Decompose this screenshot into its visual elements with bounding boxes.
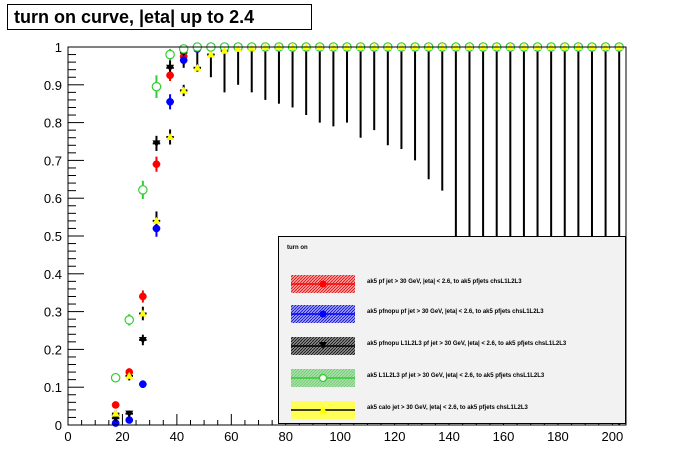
data-point bbox=[152, 160, 161, 168]
x-tick-label: 20 bbox=[115, 429, 129, 444]
data-point bbox=[111, 401, 120, 409]
y-tick-label: 0.1 bbox=[44, 380, 62, 395]
data-point bbox=[139, 380, 147, 388]
y-tick-label: 0.3 bbox=[44, 305, 62, 320]
x-tick-label: 40 bbox=[170, 429, 184, 444]
data-point bbox=[138, 309, 147, 317]
axes: 0 20 40 60 80 100 120 140 160 180 200 0 0.1 0.2 0.3 0.4… bbox=[44, 40, 627, 444]
x-tick-label: 0 bbox=[64, 429, 71, 444]
data-point bbox=[179, 56, 188, 65]
data-point bbox=[152, 140, 161, 148]
legend-label-pf: ak5 pf jet > 30 GeV, |eta| < 2.6, to ak5… bbox=[367, 279, 522, 285]
y-tick-label: 0.7 bbox=[44, 153, 62, 168]
legend-symbol-yellow bbox=[291, 401, 355, 419]
y-tick-label: 0.5 bbox=[44, 229, 62, 244]
data-point bbox=[151, 81, 162, 92]
legend-entry-l1l2l3: ak5 L1L2L3 pf jet > 30 GeV, |eta| < 2.6,… bbox=[279, 363, 625, 393]
x-tick-label: 120 bbox=[384, 429, 406, 444]
data-point bbox=[110, 372, 121, 383]
data-point bbox=[152, 224, 161, 233]
legend-entry-calo: ak5 calo jet > 30 GeV, |eta| < 2.6, to a… bbox=[279, 395, 625, 425]
x-tick-label: 180 bbox=[547, 429, 569, 444]
y-tick-label: 1 bbox=[55, 40, 62, 55]
legend-label-l1l2l3: ak5 L1L2L3 pf jet > 30 GeV, |eta| < 2.6,… bbox=[367, 373, 545, 379]
data-point bbox=[178, 44, 189, 54]
data-point bbox=[166, 132, 175, 140]
data-point bbox=[220, 46, 229, 54]
x-tick-label: 80 bbox=[279, 429, 293, 444]
y-tick-label: 0.8 bbox=[44, 116, 62, 131]
data-point bbox=[234, 44, 243, 52]
legend-entry-pfnopu: ak5 pfnopu pf jet > 30 GeV, |eta| < 2.6,… bbox=[279, 299, 625, 329]
y-tick-label: 0.6 bbox=[44, 191, 62, 206]
y-tick-label: 0.2 bbox=[44, 342, 62, 357]
data-point bbox=[111, 409, 120, 417]
legend-entry-pf: ak5 pf jet > 30 GeV, |eta| < 2.6, to ak5… bbox=[279, 269, 625, 299]
legend-symbol-blue bbox=[291, 305, 355, 323]
data-point bbox=[138, 336, 147, 344]
data-point bbox=[125, 410, 134, 418]
x-tick-label: 200 bbox=[602, 429, 624, 444]
legend-label-pfnopu-l1l2l3: ak5 pfnopu L1L2L3 pf jet > 30 GeV, |eta|… bbox=[367, 341, 567, 347]
legend-header: turn on bbox=[287, 245, 308, 251]
data-point bbox=[125, 371, 134, 379]
data-point bbox=[179, 86, 188, 94]
x-tick-label: 160 bbox=[493, 429, 515, 444]
x-tick-label: 100 bbox=[329, 429, 351, 444]
legend-entry-pfnopu-l1l2l3: ak5 pfnopu L1L2L3 pf jet > 30 GeV, |eta|… bbox=[279, 331, 625, 361]
legend-symbol-black bbox=[291, 337, 355, 355]
legend-label-calo: ak5 calo jet > 30 GeV, |eta| < 2.6, to a… bbox=[367, 405, 528, 411]
data-point bbox=[152, 216, 161, 224]
y-tick-label: 0 bbox=[55, 418, 62, 433]
data-point bbox=[193, 63, 202, 71]
data-point bbox=[166, 98, 174, 106]
x-tick-label: 60 bbox=[224, 429, 238, 444]
x-tick-label: 140 bbox=[438, 429, 460, 444]
data-point bbox=[125, 416, 134, 424]
data-point bbox=[166, 64, 175, 72]
legend-symbol-green bbox=[291, 369, 355, 387]
data-point bbox=[165, 49, 175, 60]
data-point bbox=[166, 71, 174, 80]
y-tick-label: 0.4 bbox=[44, 267, 62, 282]
data-point bbox=[138, 185, 148, 195]
legend-label-pfnopu: ak5 pfnopu pf jet > 30 GeV, |eta| < 2.6,… bbox=[367, 309, 544, 315]
y-tick-label: 0.9 bbox=[44, 78, 62, 93]
legend-symbol-red bbox=[291, 275, 355, 293]
chart-title: turn on curve, |eta| up to 2.4 bbox=[7, 4, 312, 30]
data-point bbox=[124, 315, 135, 325]
data-point bbox=[139, 292, 147, 301]
legend: turn on ak5 pf jet > 30 GeV, |eta| < 2.6… bbox=[278, 236, 626, 424]
data-point bbox=[111, 415, 120, 423]
data-point bbox=[206, 50, 215, 58]
